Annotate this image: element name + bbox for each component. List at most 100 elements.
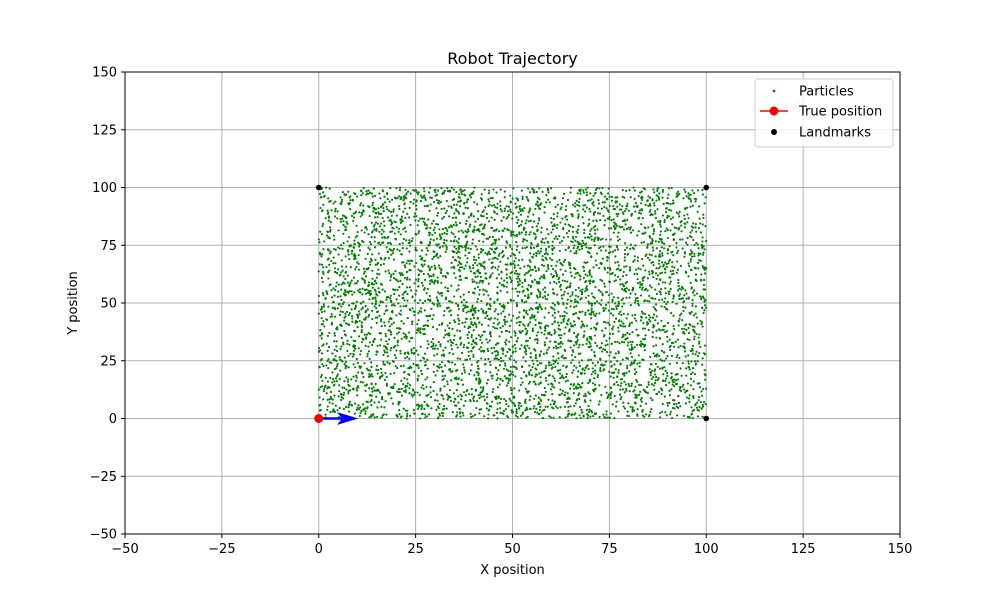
- particle-point: [556, 294, 558, 296]
- particle-point: [563, 291, 565, 293]
- particle-point: [434, 226, 436, 228]
- particle-point: [508, 380, 510, 382]
- particle-point: [414, 190, 416, 192]
- particle-point: [393, 293, 395, 295]
- particle-point: [446, 210, 448, 212]
- particle-point: [420, 200, 422, 202]
- particle-point: [479, 394, 481, 396]
- particle-point: [666, 355, 668, 357]
- particle-point: [664, 297, 666, 299]
- particle-point: [510, 387, 512, 389]
- particle-point: [654, 355, 656, 357]
- particle-point: [378, 213, 380, 215]
- particle-point: [518, 273, 520, 275]
- particle-point: [348, 285, 350, 287]
- particle-point: [637, 394, 639, 396]
- particle-point: [500, 271, 502, 273]
- particle-point: [513, 397, 515, 399]
- particle-point: [361, 372, 363, 374]
- particle-point: [521, 299, 523, 301]
- particle-point: [693, 294, 695, 296]
- particle-point: [321, 253, 323, 255]
- particle-point: [500, 188, 502, 190]
- particle-point: [596, 252, 598, 254]
- particle-point: [322, 320, 324, 322]
- particle-point: [420, 270, 422, 272]
- particle-point: [671, 251, 673, 253]
- particle-point: [682, 384, 684, 386]
- particle-point: [338, 284, 340, 286]
- particle-point: [514, 405, 516, 407]
- particle-point: [464, 400, 466, 402]
- particle-point: [399, 391, 401, 393]
- particle-point: [685, 242, 687, 244]
- particle-point: [508, 331, 510, 333]
- particle-point: [480, 396, 482, 398]
- particle-point: [572, 238, 574, 240]
- particle-point: [321, 277, 323, 279]
- particle-point: [504, 210, 506, 212]
- particle-point: [355, 282, 357, 284]
- particle-point: [467, 207, 469, 209]
- particle-point: [487, 379, 489, 381]
- particle-point: [617, 327, 619, 329]
- particle-point: [594, 229, 596, 231]
- particle-point: [598, 403, 600, 405]
- particle-point: [368, 314, 370, 316]
- particle-point: [323, 343, 325, 345]
- particle-point: [504, 341, 506, 343]
- particle-point: [569, 397, 571, 399]
- particle-point: [319, 366, 321, 368]
- particle-point: [670, 345, 672, 347]
- particle-point: [377, 345, 379, 347]
- particle-point: [609, 205, 611, 207]
- particle-point: [418, 230, 420, 232]
- particle-point: [662, 373, 664, 375]
- particle-point: [348, 344, 350, 346]
- particle-point: [583, 277, 585, 279]
- particle-point: [368, 298, 370, 300]
- particle-point: [394, 238, 396, 240]
- particle-point: [432, 343, 434, 345]
- particle-point: [386, 348, 388, 350]
- particle-point: [567, 406, 569, 408]
- particle-point: [379, 197, 381, 199]
- particle-point: [468, 291, 470, 293]
- particle-point: [361, 229, 363, 231]
- particle-point: [539, 204, 541, 206]
- particle-point: [682, 287, 684, 289]
- particle-point: [477, 210, 479, 212]
- particle-point: [694, 403, 696, 405]
- particle-point: [599, 219, 601, 221]
- particle-point: [321, 306, 323, 308]
- particle-point: [574, 277, 576, 279]
- particle-point: [548, 246, 550, 248]
- particle-point: [552, 241, 554, 243]
- particle-point: [653, 313, 655, 315]
- particle-point: [702, 254, 704, 256]
- particle-point: [691, 288, 693, 290]
- particle-point: [671, 273, 673, 275]
- particle-point: [677, 346, 679, 348]
- particle-point: [361, 341, 363, 343]
- particle-point: [405, 239, 407, 241]
- particle-point: [578, 189, 580, 191]
- particle-point: [695, 313, 697, 315]
- particle-point: [647, 277, 649, 279]
- particle-point: [429, 187, 431, 189]
- particle-point: [650, 374, 652, 376]
- particle-point: [398, 413, 400, 415]
- particle-point: [429, 196, 431, 198]
- particle-point: [564, 349, 566, 351]
- particle-point: [599, 400, 601, 402]
- particle-point: [495, 308, 497, 310]
- particle-point: [347, 381, 349, 383]
- particle-point: [651, 286, 653, 288]
- particle-point: [584, 210, 586, 212]
- particle-point: [551, 307, 553, 309]
- particle-point: [432, 338, 434, 340]
- particle-point: [560, 341, 562, 343]
- particle-point: [321, 352, 323, 354]
- particle-point: [356, 195, 358, 197]
- particle-point: [690, 406, 692, 408]
